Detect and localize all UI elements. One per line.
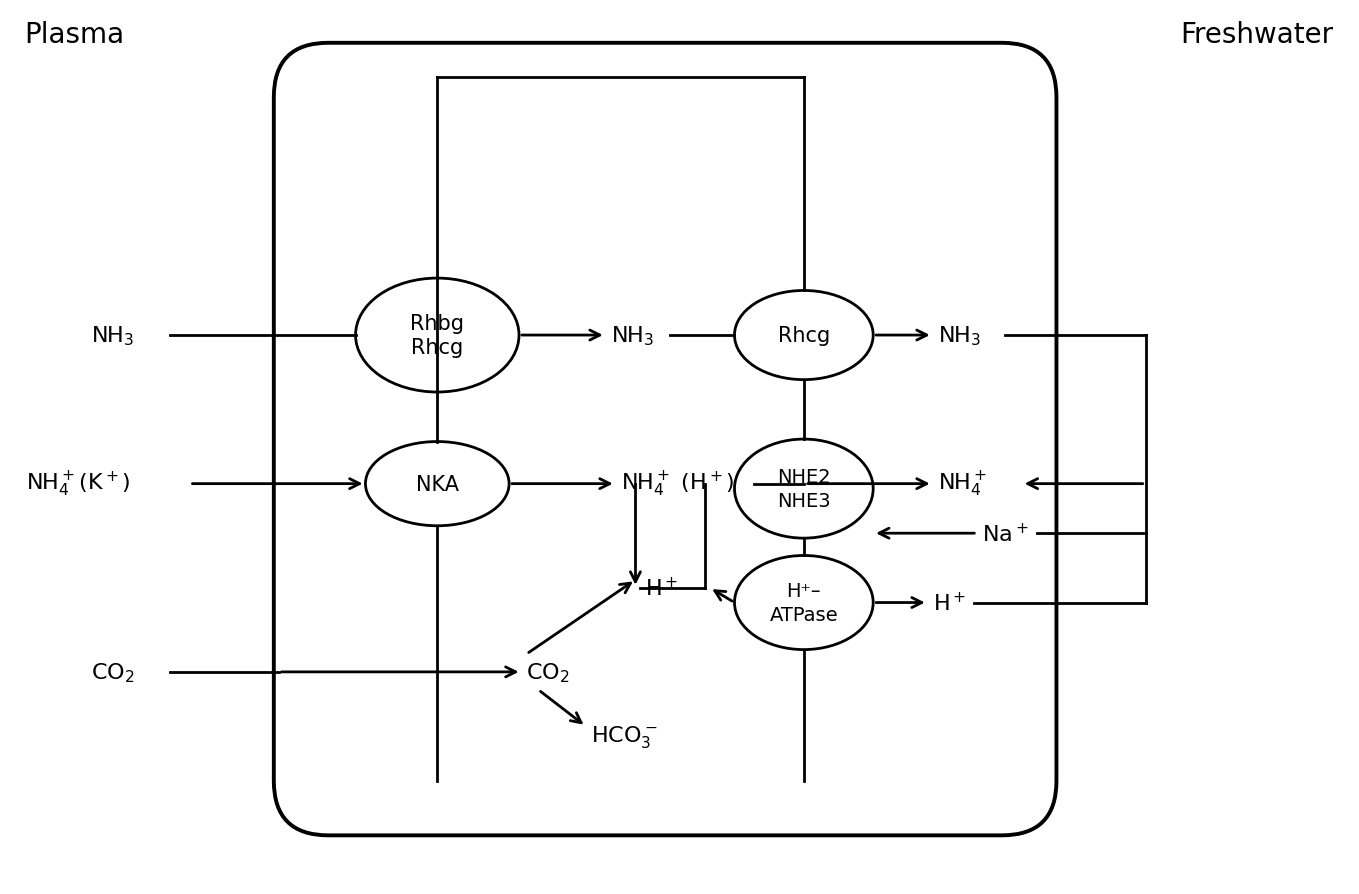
Text: Na$^+$: Na$^+$ [983,522,1029,545]
Text: H$^+$: H$^+$ [646,577,678,600]
Text: NHE2
NHE3: NHE2 NHE3 [777,468,830,510]
Text: NKA: NKA [416,474,459,494]
Ellipse shape [734,556,874,650]
Text: H$^+$: H$^+$ [932,591,966,614]
Ellipse shape [734,291,874,380]
Text: NH$_4^+$: NH$_4^+$ [938,469,987,499]
Text: Rhcg: Rhcg [777,325,830,346]
Text: Plasma: Plasma [24,21,124,49]
Text: NH$_4^+$ (H$^+$): NH$_4^+$ (H$^+$) [621,469,734,499]
Ellipse shape [734,440,874,538]
Text: H⁺–
ATPase: H⁺– ATPase [769,582,839,624]
Text: Freshwater: Freshwater [1181,21,1333,49]
Text: CO$_2$: CO$_2$ [526,661,569,684]
Text: CO$_2$: CO$_2$ [91,661,135,684]
Text: NH$_4^+$(K$^+$): NH$_4^+$(K$^+$) [26,469,130,499]
Text: NH$_3$: NH$_3$ [938,324,981,348]
Text: HCO$_3^-$: HCO$_3^-$ [591,723,658,749]
Text: NH$_3$: NH$_3$ [610,324,654,348]
Ellipse shape [356,279,519,392]
Ellipse shape [366,442,510,527]
Text: Rhbg
Rhcg: Rhbg Rhcg [410,313,465,358]
Text: NH$_3$: NH$_3$ [91,324,135,348]
